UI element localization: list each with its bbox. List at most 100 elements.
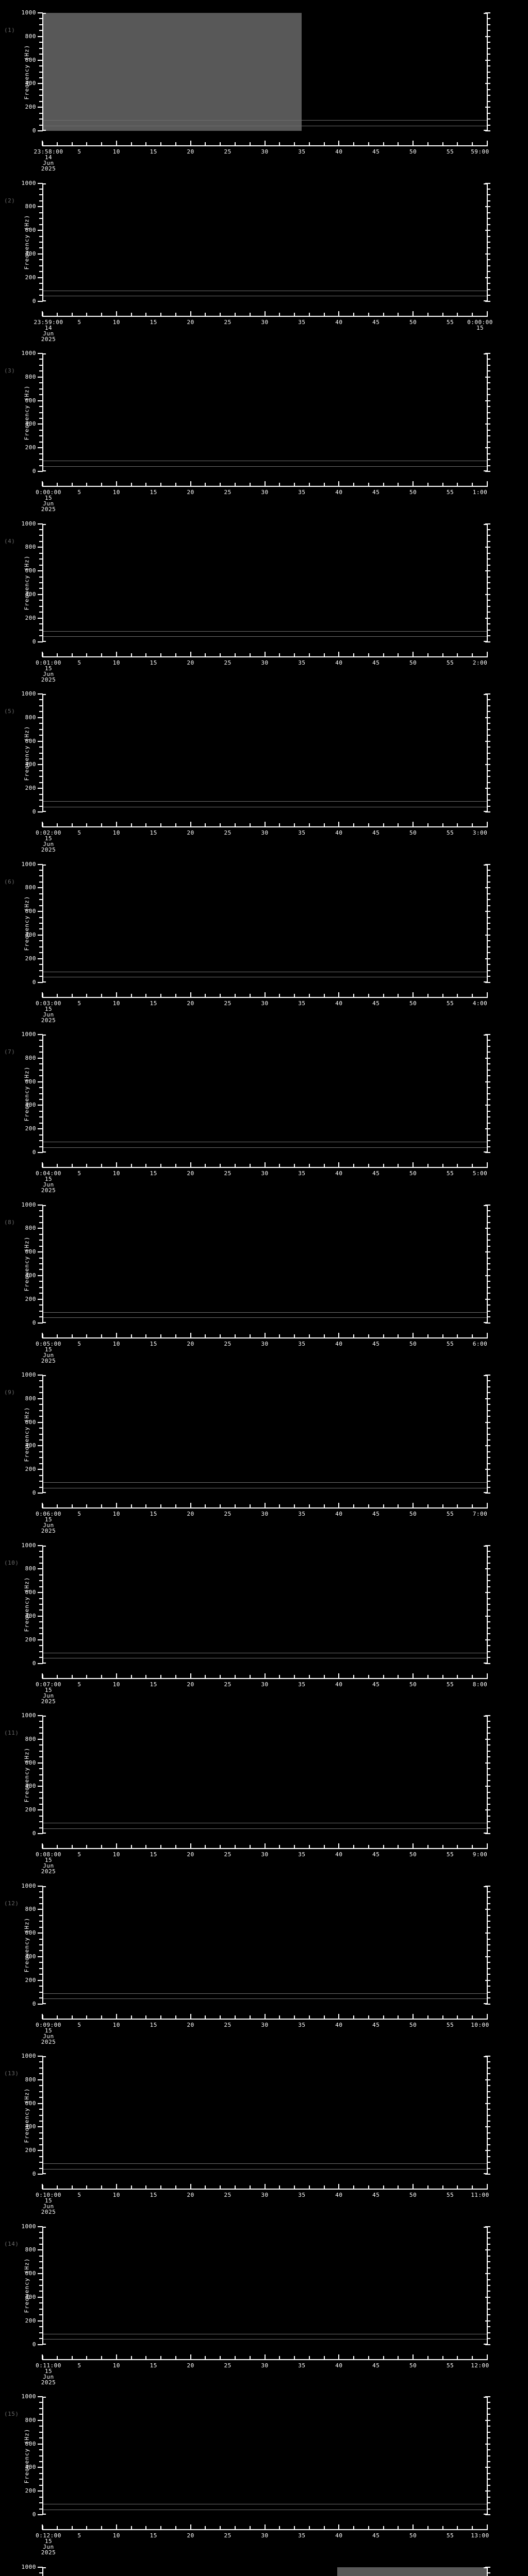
x-axis-label-35: 35 [298, 1170, 306, 1177]
x-tick-8s [101, 653, 103, 657]
x-tick-6s [86, 2185, 88, 2189]
x-tick-18s [175, 312, 176, 316]
y-tick-250 [39, 100, 43, 102]
x-tick-42s [353, 483, 355, 486]
right-tick-300 [487, 776, 490, 777]
right-tick-850 [487, 2414, 490, 2415]
x-tick-30s [264, 651, 266, 657]
x-tick-58s [472, 2526, 473, 2530]
y-tick-500 [39, 242, 43, 243]
x-axis-label-10: 10 [112, 1851, 120, 1858]
x-tick-32s [279, 142, 280, 146]
right-tick-550 [487, 2109, 490, 2110]
y-tick-800 [38, 1909, 43, 1910]
y-tick-650 [39, 2097, 43, 2098]
y-tick-450 [39, 1269, 43, 1270]
x-tick-42s [353, 653, 355, 657]
x-axis-label-25: 25 [224, 2532, 232, 2539]
x-tick-2s [56, 1845, 58, 1849]
right-tick-500 [487, 2455, 490, 2456]
y-tick-label: 400 [25, 1953, 36, 1960]
x-tick-8s [101, 823, 103, 827]
y-tick-650 [39, 1586, 43, 1587]
y-axis-title: Frequency (Hz) [23, 2428, 30, 2483]
x-tick-60s [487, 2524, 488, 2530]
x-tick-14s [145, 1674, 147, 1679]
x-tick-20s [190, 1332, 191, 1338]
right-tick-650 [487, 224, 490, 225]
right-axis-cap-top [484, 1886, 488, 1887]
x-tick-44s [368, 1845, 369, 1849]
x-tick-36s [308, 483, 310, 486]
y-axis-cap-top [42, 353, 46, 354]
x-start-day: 15 [44, 1005, 53, 1012]
x-axis-line [42, 2189, 488, 2190]
x-axis-label-45: 45 [372, 2532, 380, 2539]
y-tick-750 [39, 893, 43, 894]
y-tick-label: 600 [25, 1078, 36, 1085]
y-tick-450 [39, 247, 43, 249]
y-tick-850 [39, 2073, 43, 2075]
x-tick-28s [249, 1845, 251, 1849]
x-tick-24s [220, 1334, 221, 1338]
y-tick-0 [38, 1322, 43, 1324]
y-tick-800 [38, 376, 43, 378]
y-tick-150 [39, 2496, 43, 2498]
panel-index: (9) [4, 1389, 15, 1396]
x-axis-label-35: 35 [298, 829, 306, 836]
y-tick-850 [39, 1052, 43, 1053]
x-tick-38s [323, 1164, 325, 1167]
x-axis-label-20: 20 [187, 2021, 194, 2028]
right-tick-900 [487, 194, 490, 196]
y-tick-950 [39, 529, 43, 530]
tonal-line-45hz [42, 1998, 487, 1999]
right-tick-400 [485, 934, 490, 936]
x-tick-36s [308, 2355, 310, 2360]
x-tick-52s [427, 2015, 428, 2019]
x-axis-label-35: 35 [298, 2021, 306, 2028]
right-tick-0 [485, 2344, 490, 2345]
y-tick-0 [38, 1833, 43, 1834]
x-end-time: 6:00 [472, 1340, 488, 1347]
right-tick-200 [485, 1298, 490, 1300]
y-tick-150 [39, 2156, 43, 2157]
y-tick-100 [39, 1481, 43, 1482]
x-axis-label-45: 45 [372, 829, 380, 836]
x-tick-28s [249, 2185, 251, 2189]
x-tick-54s [442, 2185, 443, 2189]
x-tick-20s [190, 651, 191, 657]
y-axis-title: Frequency (Hz) [23, 555, 30, 611]
x-axis-start-label: 0:00:00 15 Jun 2025 [36, 489, 61, 512]
y-tick-50 [39, 1146, 43, 1147]
right-tick-50 [487, 2338, 490, 2340]
y-tick-450 [39, 1950, 43, 1952]
x-axis-label-15: 15 [150, 2192, 157, 2198]
y-tick-900 [39, 194, 43, 196]
y-tick-350 [39, 2472, 43, 2474]
right-axis-cap-top [484, 1716, 488, 1717]
y-tick-850 [39, 540, 43, 542]
right-tick-150 [487, 2326, 490, 2328]
x-axis-label-30: 30 [261, 148, 269, 155]
right-tick-500 [487, 412, 490, 413]
tonal-line-90hz [42, 1482, 487, 1483]
x-tick-54s [442, 1674, 443, 1679]
y-axis-cap-bottom [42, 2173, 46, 2174]
x-axis-cap-left [42, 1844, 43, 1849]
x-tick-42s [353, 1504, 355, 1508]
x-tick-40s [338, 141, 340, 146]
y-tick-label: 600 [25, 2270, 36, 2277]
x-start-time: 0:09:00 [36, 2021, 61, 2028]
x-tick-44s [368, 2185, 369, 2189]
x-tick-4s [71, 1504, 73, 1508]
panel-index: (3) [4, 367, 15, 374]
y-tick-300 [39, 605, 43, 607]
right-tick-50 [487, 1316, 490, 1318]
x-tick-6s [86, 1164, 88, 1167]
y-tick-1000 [38, 1034, 43, 1035]
x-tick-36s [308, 1164, 310, 1167]
x-tick-24s [220, 2015, 221, 2019]
x-tick-38s [323, 142, 325, 146]
x-tick-24s [220, 1674, 221, 1679]
tonal-line-45hz [42, 2168, 487, 2170]
